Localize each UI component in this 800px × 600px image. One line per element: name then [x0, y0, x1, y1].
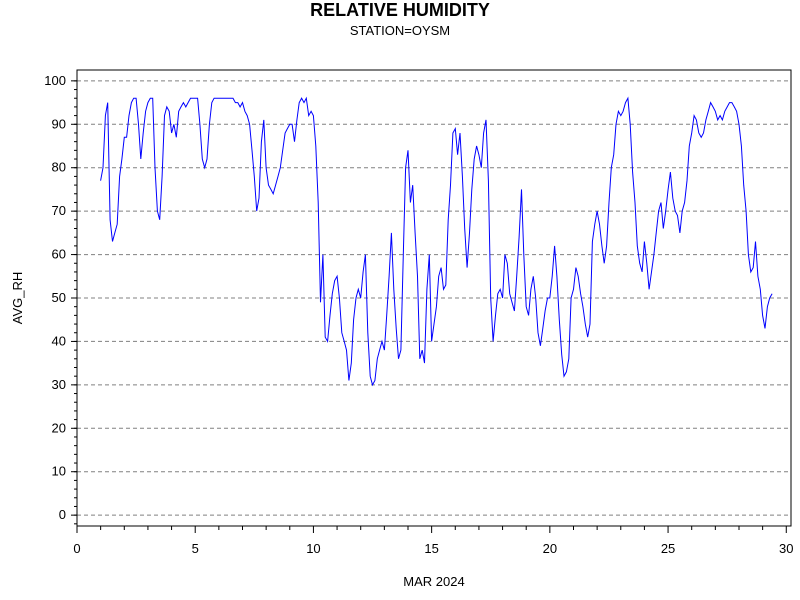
- chart-subtitle: STATION=OYSM: [349, 23, 451, 38]
- x-tick-label: 15: [424, 541, 438, 556]
- x-tick-label: 30: [779, 541, 793, 556]
- y-tick-label: 40: [52, 333, 66, 348]
- y-axis-label: AVG_RH: [10, 272, 25, 325]
- x-tick-label: 25: [661, 541, 675, 556]
- axes: 0 10 20 30 40 50 60 70 80 90 100 0 5 10 15 20 25 30: [44, 73, 793, 556]
- y-tick-label: 60: [52, 247, 66, 262]
- x-tick-label: 5: [192, 541, 199, 556]
- grid-lines: [77, 80, 791, 516]
- y-tick-label: 80: [52, 160, 66, 175]
- y-tick-label: 100: [44, 73, 66, 88]
- y-tick-label: 10: [52, 464, 66, 479]
- chart-title: RELATIVE HUMIDITY: [310, 0, 490, 20]
- x-tick-label: 0: [73, 541, 80, 556]
- y-tick-label: 90: [52, 116, 66, 131]
- x-tick-label: 10: [306, 541, 320, 556]
- series-layer: [100, 96, 773, 387]
- y-tick-label: 70: [52, 203, 66, 218]
- y-tick-label: 20: [52, 420, 66, 435]
- y-tick-label: 30: [52, 377, 66, 392]
- x-axis-label: MAR 2024: [403, 574, 464, 589]
- y-tick-label: 0: [59, 507, 66, 522]
- series-line: [100, 96, 773, 387]
- x-tick-label: 20: [543, 541, 557, 556]
- y-tick-label: 50: [52, 290, 66, 305]
